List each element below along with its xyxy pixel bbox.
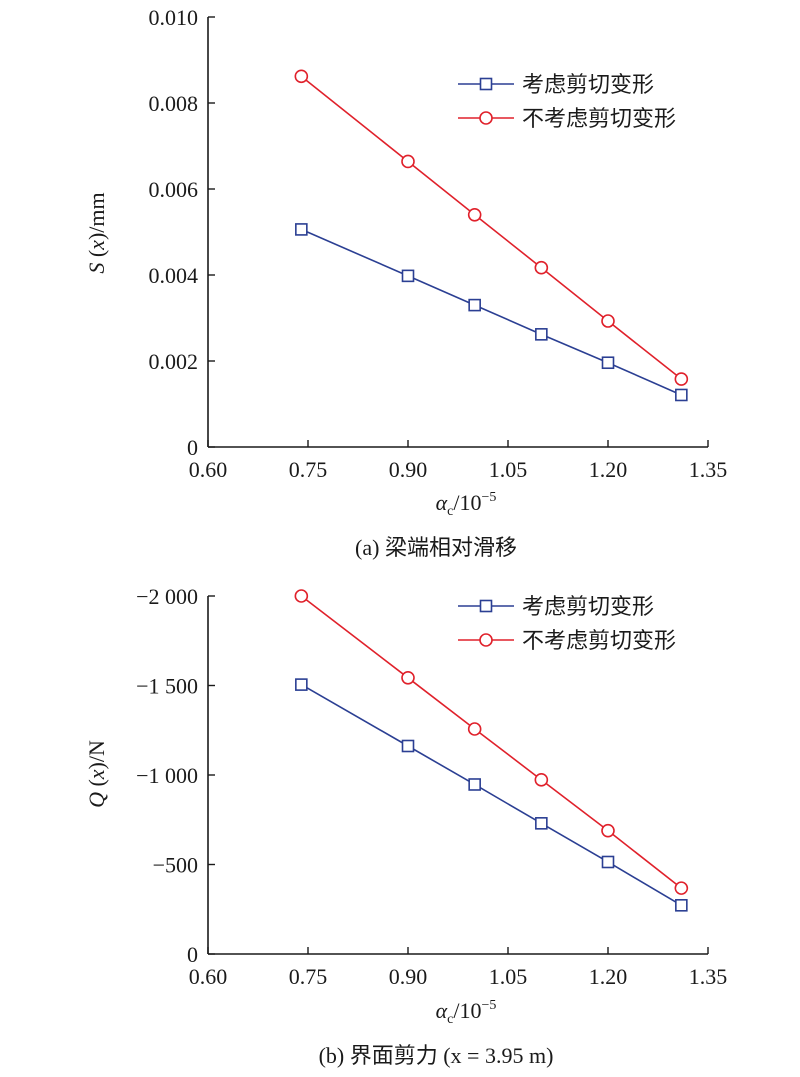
chart-shear-series [294, 589, 689, 912]
x-tick-label: 0.75 [289, 964, 328, 989]
data-point-square [468, 298, 481, 312]
data-point-circle [674, 881, 689, 895]
series-line-shear [301, 228, 682, 396]
data-point-square [535, 328, 548, 341]
x-tick-label: 0.75 [289, 457, 328, 482]
data-point-circle [401, 671, 415, 685]
x-tick-label: 0.60 [189, 964, 228, 989]
data-point-circle [401, 154, 415, 169]
x-tick-label: 1.20 [589, 964, 628, 989]
chart-slip-axes [207, 17, 708, 448]
y-tick-label: −1 000 [136, 763, 198, 788]
data-point-circle [294, 69, 309, 84]
data-point-square [468, 778, 481, 791]
x-tick-label: 1.05 [489, 964, 528, 989]
chart-shear-ticks: 0.60 0.75 0.90 1.05 1.20 1.35 0 −500 −1 000 −1 50… [136, 584, 727, 989]
data-point-circle [534, 260, 549, 275]
data-point-circle [467, 722, 482, 736]
data-point-circle [534, 773, 549, 787]
data-point-circle [467, 208, 482, 222]
legend-marker-square [479, 77, 493, 91]
data-point-square [401, 739, 415, 753]
x-tick-label: 0.90 [389, 457, 428, 482]
chart-slip-ticks: 0.60 0.75 0.90 1.05 1.20 1.35 0 0.002 0.004 0.006… [149, 5, 728, 482]
data-point-square [675, 388, 688, 402]
data-point-circle [674, 372, 689, 386]
legend-label: 不考虑剪切变形 [522, 106, 676, 131]
data-point-square [535, 817, 548, 830]
y-tick-label: 0 [187, 435, 198, 460]
chart-slip-x-axis-label: αc/10−5 [436, 490, 497, 519]
data-point-square [295, 223, 308, 236]
chart-slip: 0.60 0.75 0.90 1.05 1.20 1.35 0 0.002 0.004 0.006… [84, 5, 727, 560]
legend-label: 不考虑剪切变形 [522, 628, 676, 653]
series-line-no-shear [300, 595, 682, 889]
series-line-shear [300, 683, 682, 907]
data-point-square [675, 899, 688, 912]
y-tick-label: 0 [187, 942, 198, 967]
data-point-circle [601, 823, 615, 838]
y-tick-label: 0.002 [149, 349, 199, 374]
data-point-circle [294, 589, 309, 603]
series-line-no-shear [300, 75, 682, 380]
y-tick-label: −500 [153, 853, 198, 878]
y-tick-label: 0.004 [149, 263, 199, 288]
data-point-square [401, 269, 415, 283]
x-tick-label: 0.60 [189, 457, 228, 482]
y-tick-label: −1 500 [136, 674, 198, 699]
y-tick-label: 0.006 [149, 177, 199, 202]
chart-shear-y-axis-label: Q (x)/N [84, 740, 109, 808]
x-tick-label: 1.35 [689, 964, 728, 989]
legend-label: 考虑剪切变形 [522, 72, 654, 97]
chart-slip-y-axis-label: S (x)/mm [84, 192, 109, 273]
chart-slip-series [294, 69, 689, 402]
data-point-circle [601, 314, 615, 328]
chart-slip-caption: (a) 梁端相对滑移 [355, 535, 517, 560]
data-point-square [601, 356, 615, 370]
chart-shear: 0.60 0.75 0.90 1.05 1.20 1.35 0 −500 −1 000 −1 50… [84, 584, 727, 1068]
data-point-square [601, 855, 615, 869]
y-tick-label: 0.010 [149, 5, 199, 30]
x-tick-label: 1.35 [689, 457, 728, 482]
x-tick-label: 1.20 [589, 457, 628, 482]
legend-marker-circle [479, 633, 493, 647]
data-point-square [295, 678, 308, 691]
y-tick-label: −2 000 [136, 584, 198, 609]
x-tick-label: 0.90 [389, 964, 428, 989]
y-tick-label: 0.008 [149, 91, 199, 116]
chart-shear-caption: (b) 界面剪力 (x = 3.95 m) [319, 1043, 554, 1068]
chart-shear-x-axis-label: αc/10−5 [436, 998, 497, 1027]
legend-marker-square [479, 599, 493, 613]
legend-label: 考虑剪切变形 [522, 594, 654, 619]
x-tick-label: 1.05 [489, 457, 528, 482]
legend-marker-circle [479, 111, 493, 125]
